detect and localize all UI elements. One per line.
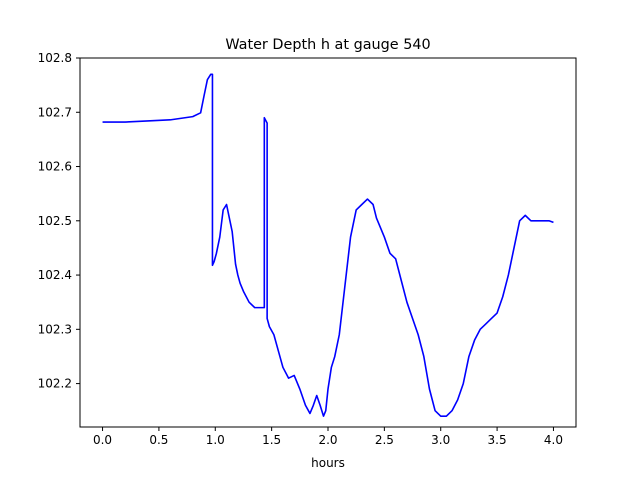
x-tick-label: 0.0 [93,433,112,447]
x-tick-label: 2.5 [375,433,394,447]
series-line-0 [102,73,554,417]
y-axis-ticks: 102.2 102.3 102.4 102.5 102.6 102.7 102.8 [38,51,80,391]
y-tick-label: 102.5 [38,214,72,228]
x-tick-label: 1.0 [206,433,225,447]
x-axis-label: hours [311,456,345,470]
y-tick-label: 102.8 [38,51,72,65]
x-tick-label: 1.5 [262,433,281,447]
x-tick-label: 3.5 [488,433,507,447]
x-tick-label: 4.0 [544,433,563,447]
chart-title: Water Depth h at gauge 540 [225,37,430,53]
x-tick-label: 2.0 [318,433,337,447]
y-tick-label: 102.3 [38,322,72,336]
y-tick-label: 102.4 [38,268,72,282]
plot-area [80,58,576,427]
y-tick-label: 102.7 [38,105,72,119]
x-tick-label: 3.0 [431,433,450,447]
x-axis-ticks: 0.0 0.5 1.0 1.5 2.0 2.5 3.0 3.5 4.0 [93,427,563,447]
y-tick-label: 102.2 [38,377,72,391]
y-tick-label: 102.6 [38,160,72,174]
x-tick-label: 0.5 [149,433,168,447]
series-layer [102,73,554,417]
